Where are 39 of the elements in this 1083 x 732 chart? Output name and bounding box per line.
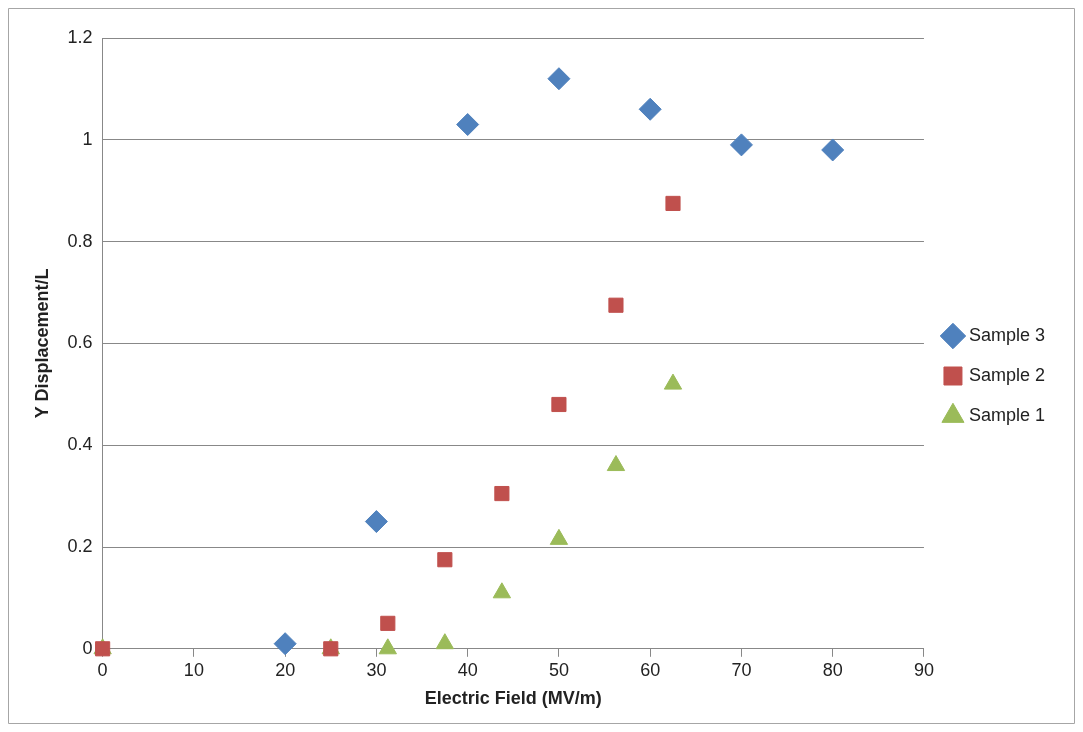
point: [364, 510, 388, 534]
point: [547, 67, 571, 91]
legend-label: Sample 1: [968, 404, 1045, 425]
x-tick-label: 50: [548, 659, 569, 680]
x-tick-label: 0: [97, 659, 108, 680]
x-tick-label: 80: [822, 659, 843, 680]
y-tick-label: 0.8: [67, 230, 93, 251]
y-tick-label: 0.6: [67, 332, 93, 353]
x-axis-title: Electric Field (MV/m): [424, 688, 602, 709]
point: [821, 138, 845, 162]
x-tick-label: 30: [366, 659, 387, 680]
point: [606, 455, 626, 472]
x-tick-label: 10: [183, 659, 204, 680]
point: [551, 396, 567, 413]
x-tick-label: 40: [457, 659, 478, 680]
legend-label: Sample 3: [968, 324, 1045, 345]
x-tick-label: 20: [275, 659, 296, 680]
point: [608, 297, 624, 313]
point: [729, 133, 753, 157]
x-tick-label: 60: [640, 659, 661, 680]
y-tick-label: 0: [82, 637, 93, 658]
legend-label: Sample 2: [968, 364, 1045, 385]
point: [437, 552, 453, 568]
point: [492, 582, 512, 599]
point: [665, 195, 681, 211]
y-tick-label: 1.2: [67, 26, 93, 47]
x-tick-label: 90: [913, 659, 934, 680]
point: [494, 485, 510, 502]
point: [273, 632, 297, 656]
y-axis-title: Y Displacement/L: [31, 268, 52, 419]
point: [435, 633, 455, 650]
y-tick-label: 0.4: [67, 434, 93, 455]
x-tick-label: 70: [731, 659, 752, 680]
point: [456, 113, 480, 137]
y-tick-label: 1: [82, 128, 93, 149]
y-tick-label: 0.2: [67, 535, 93, 556]
point: [378, 638, 397, 655]
point: [638, 97, 662, 121]
point: [380, 615, 396, 631]
